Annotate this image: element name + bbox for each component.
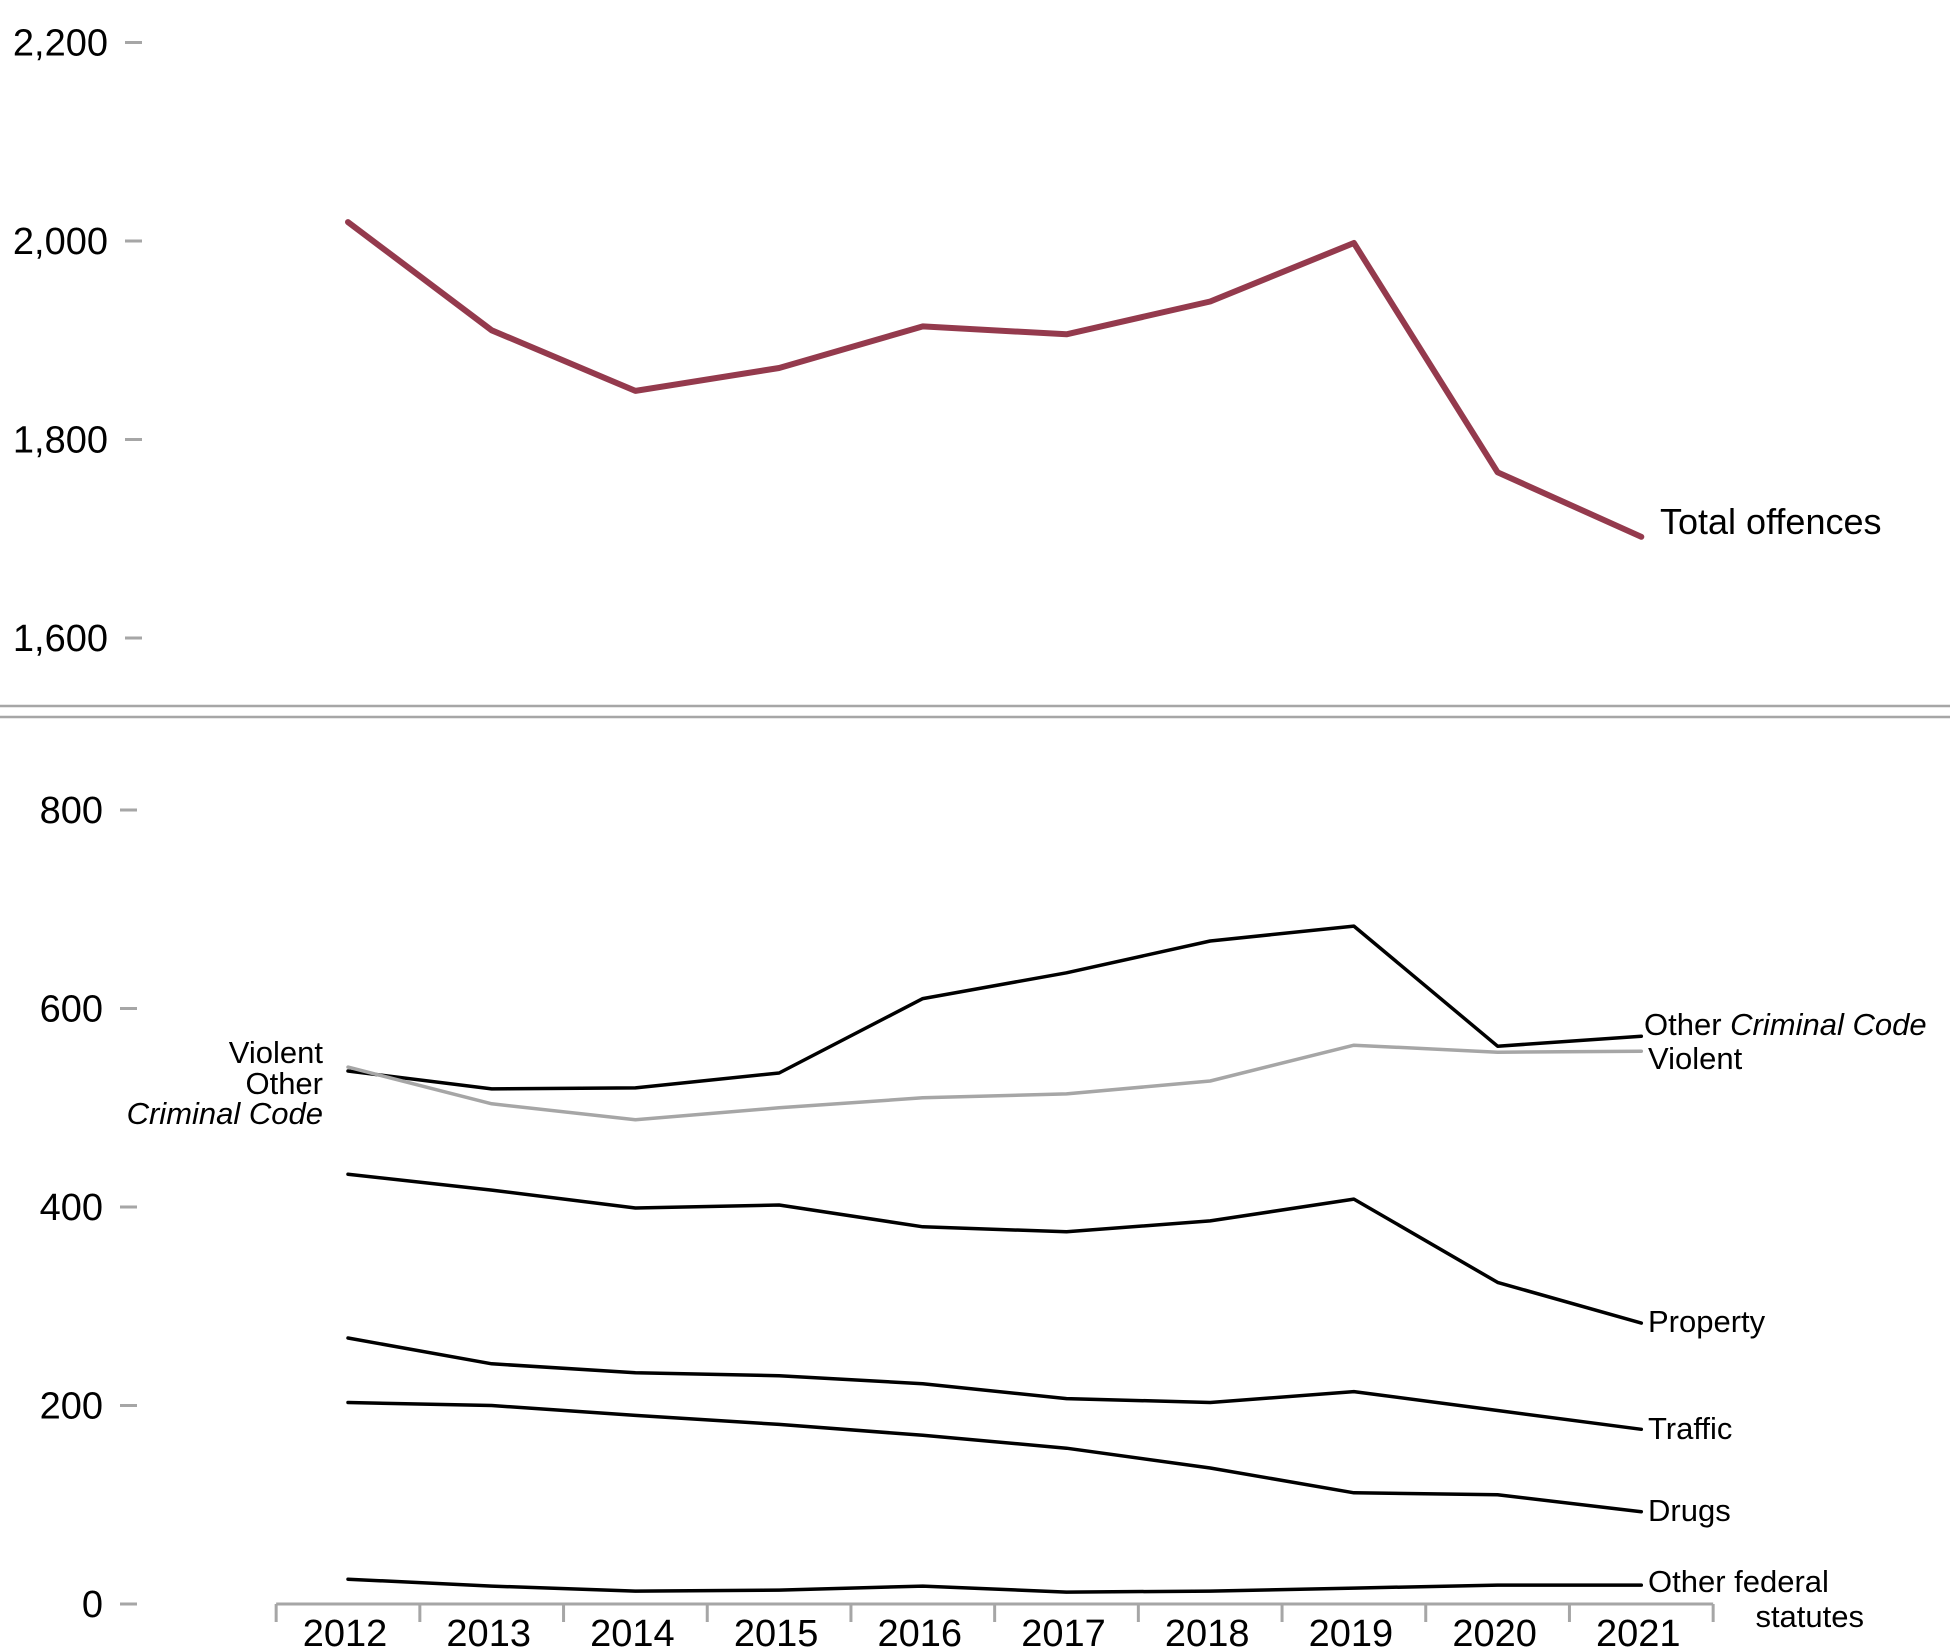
x-tick-label: 2014 [590, 1613, 675, 1650]
label-line: Other [245, 1066, 323, 1101]
x-tick-label: 2012 [303, 1613, 388, 1650]
series-line-other-criminal-code [346, 924, 1644, 1091]
x-tick-label: 2015 [734, 1613, 819, 1650]
label-line-italic: Criminal Code [127, 1096, 323, 1131]
series-label-other-criminal-code-right: Other Criminal Code [1644, 1007, 1927, 1042]
series-line-violent [346, 1043, 1644, 1122]
bottom-y-tick-label: 400 [40, 1187, 103, 1229]
x-tick-label: 2018 [1165, 1613, 1250, 1650]
label-line: Other federal [1648, 1564, 1829, 1599]
bottom-y-tick-label: 600 [40, 989, 103, 1031]
top-y-tick-label: 1,600 [13, 618, 108, 660]
top-y-tick-label: 1,800 [13, 420, 108, 462]
series-label-violent-right: Violent [1648, 1041, 1743, 1076]
label-part-italic: Criminal Code [1730, 1007, 1926, 1042]
series-line-property [346, 1172, 1644, 1325]
series-line-other-federal-statutes [346, 1577, 1644, 1594]
label-line: statutes [1755, 1599, 1864, 1634]
x-tick-label: 2017 [1021, 1613, 1106, 1650]
series-label-property-right: Property [1648, 1304, 1766, 1339]
x-tick-label: 2013 [446, 1613, 531, 1650]
series-label-other-criminal-code-left: Other Criminal Code [127, 1066, 323, 1131]
series-label-total-offences: Total offences [1660, 501, 1881, 542]
series-line-total-offences [345, 219, 1645, 540]
bottom-y-tick-label: 800 [40, 790, 103, 832]
series-line-drugs [346, 1400, 1644, 1514]
series-label-drugs-right: Drugs [1648, 1493, 1731, 1528]
bottom-panel: 0 200 400 600 800 2012 2013 2014 2015 2016 2017 201… [40, 790, 1927, 1650]
series-line-traffic [346, 1336, 1644, 1432]
top-y-tick-label: 2,000 [13, 221, 108, 263]
bottom-y-tick-label: 200 [40, 1386, 103, 1428]
x-tick-label: 2020 [1452, 1613, 1537, 1650]
label-part: Other [1644, 1007, 1730, 1042]
panel-divider [0, 704, 1950, 719]
x-tick-label: 2016 [878, 1613, 963, 1650]
series-label-violent-left: Violent [229, 1035, 324, 1070]
series-label-traffic-right: Traffic [1648, 1411, 1732, 1446]
top-panel: 1,600 1,800 2,000 2,200 Total offences [13, 23, 1882, 661]
bottom-y-tick-label: 0 [82, 1584, 103, 1626]
x-tick-label: 2021 [1596, 1613, 1681, 1650]
x-tick-label: 2019 [1309, 1613, 1394, 1650]
series-label-other-federal-statutes-right: Other federal statutes [1648, 1564, 1864, 1634]
top-y-tick-label: 2,200 [13, 23, 108, 65]
